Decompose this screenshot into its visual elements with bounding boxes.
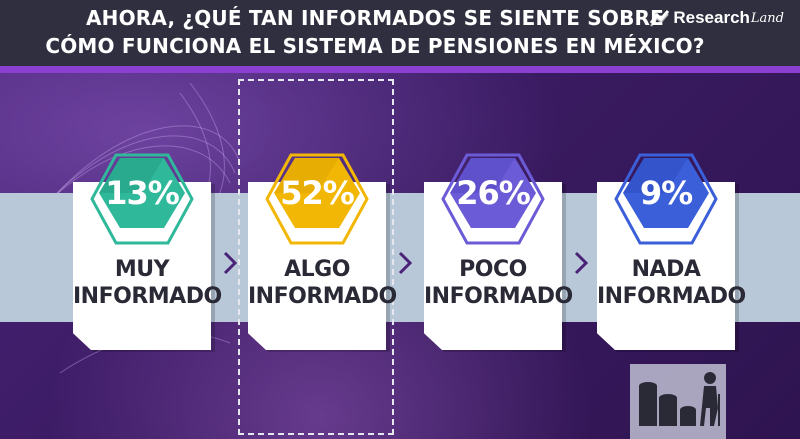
header-accent-stripe [0,66,800,73]
category-label: ALGO INFORMADO [248,256,397,310]
hexagon-badge-algo [264,152,370,246]
logo-script: Land [750,10,784,26]
category-label-line-2: INFORMADO [424,284,573,309]
category-label-line-1: NADA [631,257,701,282]
chevron-right-icon [396,250,414,276]
category-label: MUY INFORMADO [73,256,222,310]
value-label: 52% [280,174,355,212]
value-label: 9% [639,174,693,212]
hexagon-badge-nada [613,152,719,246]
value-label: 26% [456,174,531,212]
chevron-right-icon [221,250,239,276]
chart-trend-icon [650,10,670,27]
chevron-right-icon [572,250,590,276]
title-line-2: CÓMO FUNCIONA EL SISTEMA DE PENSIONES EN… [45,34,705,58]
category-label-line-2: INFORMADO [73,284,222,309]
category-label-line-1: ALGO [284,257,350,282]
highlight-dashed-box [238,79,394,435]
category-label-line-2: INFORMADO [248,284,397,309]
hexagon-badge-muy [89,152,195,246]
title-line-1: AHORA, ¿QUÉ TAN INFORMADOS SE SIENTE SOB… [85,6,665,30]
category-label: POCO INFORMADO [424,256,573,310]
category-label-line-1: POCO [459,257,527,282]
value-label: 13% [105,174,180,212]
category-label-line-1: MUY [114,257,170,282]
logo-name: Research [673,8,750,27]
category-label-line-2: INFORMADO [597,284,746,309]
brand-logo: Research Land [649,8,784,28]
coins-elderly-person-icon [630,364,726,439]
hexagon-badge-poco [440,152,546,246]
category-label: NADA INFORMADO [597,256,746,310]
